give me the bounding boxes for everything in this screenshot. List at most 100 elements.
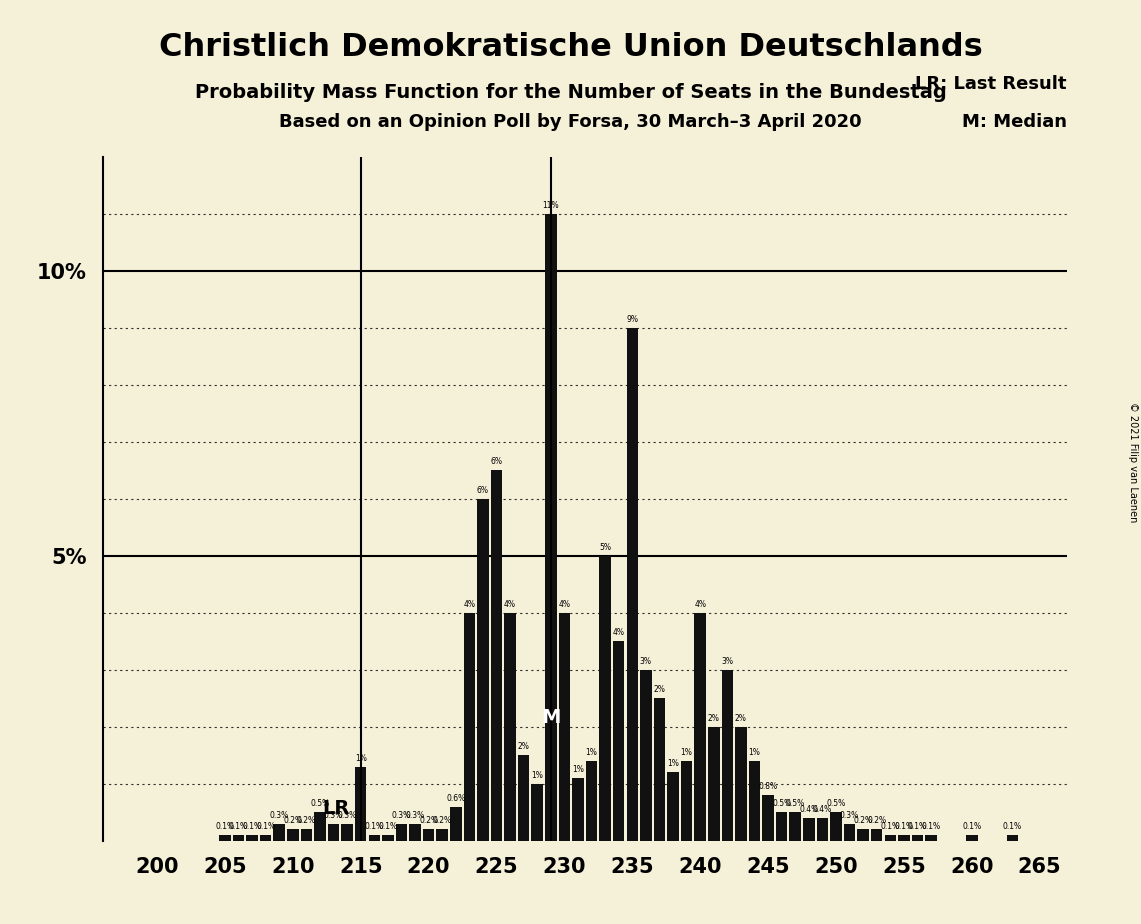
Text: 0.1%: 0.1%	[962, 822, 981, 832]
Text: 0.3%: 0.3%	[840, 810, 859, 820]
Bar	[288, 830, 299, 841]
Text: 1%: 1%	[532, 771, 543, 780]
Text: 0.1%: 0.1%	[216, 822, 234, 832]
Text: 11%: 11%	[542, 201, 559, 210]
Text: 4%: 4%	[463, 600, 476, 609]
Bar	[219, 835, 230, 841]
Bar	[504, 613, 516, 841]
Text: 0.1%: 0.1%	[1003, 822, 1022, 832]
Text: 0.5%: 0.5%	[310, 799, 330, 808]
Text: 9%: 9%	[626, 315, 638, 324]
Text: 0.4%: 0.4%	[812, 805, 832, 814]
Text: 0.1%: 0.1%	[895, 822, 914, 832]
Bar	[260, 835, 272, 841]
Bar	[436, 830, 448, 841]
Bar	[640, 670, 652, 841]
Text: © 2021 Filip van Laenen: © 2021 Filip van Laenen	[1128, 402, 1138, 522]
Bar	[844, 824, 856, 841]
Text: 0.1%: 0.1%	[881, 822, 900, 832]
Bar	[327, 824, 339, 841]
Bar	[709, 727, 720, 841]
Text: 6%: 6%	[477, 486, 488, 495]
Text: 4%: 4%	[558, 600, 570, 609]
Bar	[667, 772, 679, 841]
Bar	[748, 761, 760, 841]
Text: 0.3%: 0.3%	[269, 810, 289, 820]
Text: 1%: 1%	[355, 754, 366, 763]
Bar	[898, 835, 909, 841]
Text: 3%: 3%	[640, 657, 652, 666]
Bar	[803, 818, 815, 841]
Text: 0.1%: 0.1%	[922, 822, 940, 832]
Text: 0.1%: 0.1%	[379, 822, 397, 832]
Text: 0.2%: 0.2%	[283, 817, 302, 825]
Text: 0.1%: 0.1%	[243, 822, 261, 832]
Bar	[613, 641, 624, 841]
Text: 0.8%: 0.8%	[759, 783, 778, 791]
Text: 0.1%: 0.1%	[229, 822, 248, 832]
Text: 4%: 4%	[613, 628, 625, 638]
Text: 0.1%: 0.1%	[365, 822, 383, 832]
Text: LR: LR	[323, 799, 350, 818]
Text: Based on an Opinion Poll by Forsa, 30 March–3 April 2020: Based on an Opinion Poll by Forsa, 30 Ma…	[280, 113, 861, 130]
Bar	[423, 830, 435, 841]
Bar	[871, 830, 882, 841]
Bar	[341, 824, 353, 841]
Text: 0.2%: 0.2%	[432, 817, 452, 825]
Bar	[790, 812, 801, 841]
Bar	[681, 761, 693, 841]
Text: 6%: 6%	[491, 457, 502, 467]
Bar	[626, 328, 638, 841]
Text: 0.3%: 0.3%	[391, 810, 411, 820]
Bar	[884, 835, 896, 841]
Bar	[463, 613, 475, 841]
Bar	[912, 835, 923, 841]
Text: 0.2%: 0.2%	[867, 817, 887, 825]
Text: 0.3%: 0.3%	[324, 810, 343, 820]
Text: 1%: 1%	[681, 748, 693, 757]
Bar	[559, 613, 570, 841]
Bar	[925, 835, 937, 841]
Bar	[382, 835, 394, 841]
Bar	[695, 613, 706, 841]
Text: 2%: 2%	[707, 714, 720, 723]
Text: 2%: 2%	[654, 686, 665, 695]
Text: 0.6%: 0.6%	[446, 794, 466, 803]
Bar	[396, 824, 407, 841]
Bar	[654, 699, 665, 841]
Text: LR: Last Result: LR: Last Result	[915, 75, 1067, 93]
Text: 0.3%: 0.3%	[338, 810, 357, 820]
Bar	[817, 818, 828, 841]
Bar	[274, 824, 285, 841]
Bar	[735, 727, 746, 841]
Bar	[1006, 835, 1018, 841]
Bar	[450, 807, 461, 841]
Bar	[532, 784, 543, 841]
Text: 0.5%: 0.5%	[772, 799, 792, 808]
Bar	[300, 830, 313, 841]
Text: 2%: 2%	[735, 714, 747, 723]
Text: 3%: 3%	[721, 657, 734, 666]
Bar	[545, 214, 557, 841]
Text: M: M	[541, 708, 560, 727]
Bar	[776, 812, 787, 841]
Text: 0.3%: 0.3%	[405, 810, 424, 820]
Text: 0.2%: 0.2%	[419, 817, 438, 825]
Bar	[831, 812, 842, 841]
Text: 0.2%: 0.2%	[297, 817, 316, 825]
Text: 2%: 2%	[518, 742, 529, 751]
Bar	[355, 767, 366, 841]
Text: 0.2%: 0.2%	[853, 817, 873, 825]
Bar	[246, 835, 258, 841]
Bar	[721, 670, 734, 841]
Bar	[599, 556, 610, 841]
Text: Christlich Demokratische Union Deutschlands: Christlich Demokratische Union Deutschla…	[159, 32, 982, 64]
Text: 0.4%: 0.4%	[799, 805, 818, 814]
Text: M: Median: M: Median	[962, 113, 1067, 130]
Text: 0.1%: 0.1%	[908, 822, 926, 832]
Text: Probability Mass Function for the Number of Seats in the Bundestag: Probability Mass Function for the Number…	[195, 83, 946, 103]
Text: 1%: 1%	[667, 760, 679, 769]
Bar	[762, 796, 774, 841]
Bar	[585, 761, 598, 841]
Text: 0.1%: 0.1%	[256, 822, 275, 832]
